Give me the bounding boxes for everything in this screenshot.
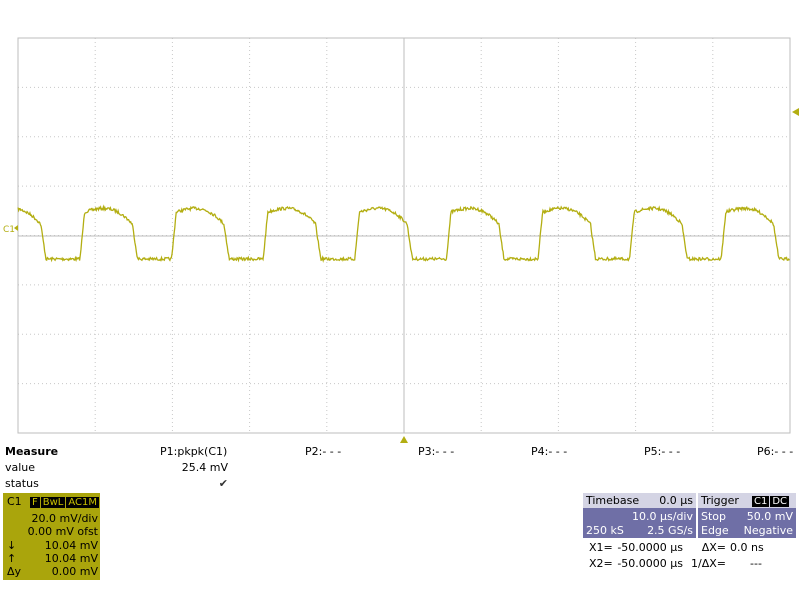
measure-column: P5:- - - [644, 445, 681, 458]
channel-offset: 0.00 mV ofst [27, 525, 98, 538]
cursor-value: --- [750, 557, 762, 570]
trigger-title: Trigger [701, 494, 739, 507]
channel-scale: 20.0 mV/div [31, 512, 98, 525]
cursor-value: 10.04 mV [44, 552, 98, 565]
row-label: value [5, 461, 36, 474]
cursor-symbol: Δy [7, 565, 22, 578]
timebase-delay: 0.0 µs [659, 494, 693, 507]
tag: BwL [40, 497, 66, 508]
row-label: status [5, 477, 39, 490]
cursor-value: 0.00 mV [51, 565, 98, 578]
trigger-box[interactable]: Trigger C1 DC Stop 50.0 mV Edge Negative [698, 493, 796, 538]
trigger-slope: Negative [743, 524, 793, 537]
measure-column: P6:- - - [757, 445, 794, 458]
channel-tags: F BwL AC1M [29, 495, 100, 509]
trigger-level-marker [792, 108, 799, 116]
measure-title: Measure [5, 445, 59, 458]
measure-column: P2:- - - [305, 445, 342, 458]
cursor-symbol: ↑ [7, 552, 17, 565]
cursor-value: -50.0000 µs [617, 541, 683, 554]
tag: DC [770, 496, 790, 507]
cursor-label: X1= [589, 541, 613, 554]
trigger-mode: Stop [701, 510, 727, 523]
cursor-value: -50.0000 µs [617, 557, 683, 570]
cursor-symbol: ↓ [7, 539, 17, 552]
channel-marker: C1 [3, 225, 15, 235]
measure-status: ✔ [218, 477, 228, 490]
channel-offset-marker [14, 225, 18, 231]
timebase-box[interactable]: Timebase 0.0 µs 10.0 µs/div 250 kS 2.5 G… [583, 493, 696, 538]
trigger-level: 50.0 mV [746, 510, 793, 523]
measure-column: P1:pkpk(C1) [160, 445, 228, 458]
timebase-rate: 2.5 GS/s [647, 524, 693, 537]
tag: AC1M [66, 497, 100, 508]
tag: F [30, 497, 40, 508]
cursor-label: ΔX= [701, 541, 726, 554]
timebase-samples: 250 kS [586, 524, 624, 537]
trigger-time-marker [400, 436, 408, 443]
trigger-tags: C1 DC [751, 494, 790, 508]
cursor-label: 1/ΔX= [691, 557, 726, 570]
cursor-value: 0.0 ns [730, 541, 764, 554]
waveform [17, 204, 790, 264]
cursor-value: 10.04 mV [44, 539, 98, 552]
graticule: C1 [3, 37, 799, 443]
timebase-title: Timebase [586, 494, 640, 507]
tag: C1 [752, 496, 770, 507]
channel-box[interactable]: C1 F BwL AC1M 20.0 mV/div 0.00 mV ofst ↓ 1… [3, 493, 100, 580]
cursor-label: X2= [589, 557, 613, 570]
measure-column: P3:- - - [418, 445, 455, 458]
trigger-type: Edge [701, 524, 729, 537]
measure-column: P4:- - - [531, 445, 568, 458]
channel-name: C1 [7, 495, 22, 508]
measure-value: 25.4 mV [181, 461, 228, 474]
timebase-scale: 10.0 µs/div [632, 510, 693, 523]
